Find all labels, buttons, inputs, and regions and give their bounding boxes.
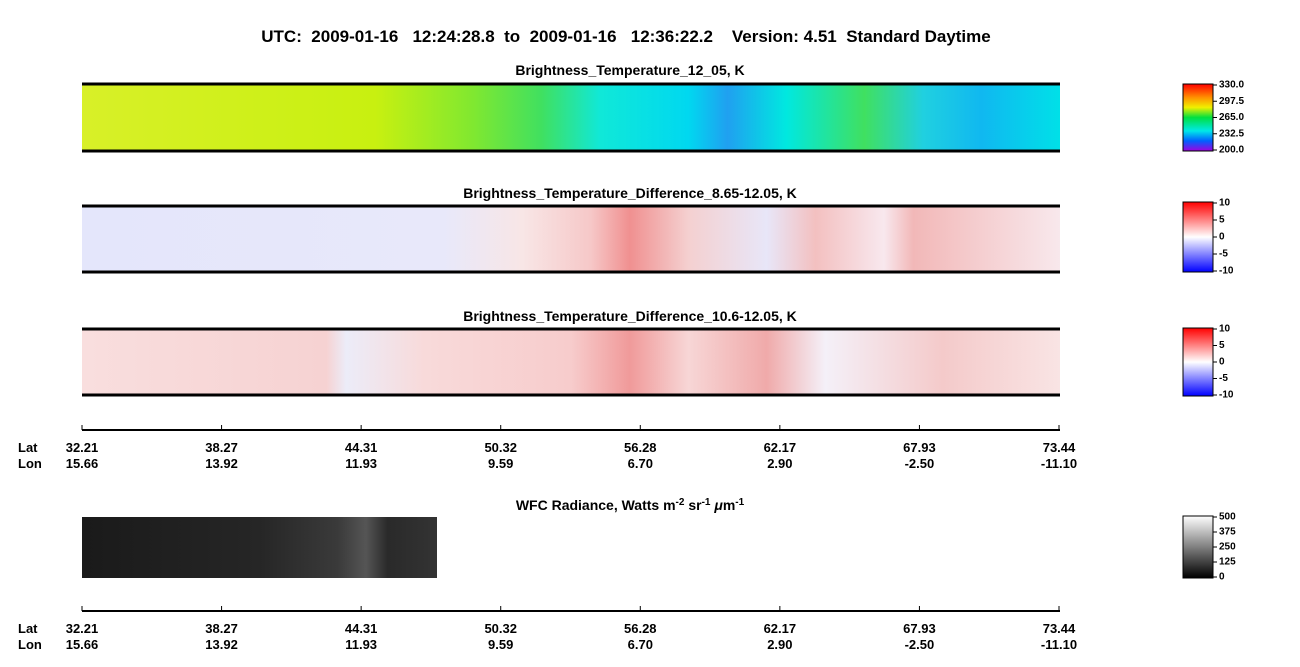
lat-label: 62.17 bbox=[764, 440, 797, 455]
title-part: -2 bbox=[676, 497, 685, 508]
colorbar-label: -10 bbox=[1219, 390, 1234, 401]
lon-label: 2.90 bbox=[767, 456, 792, 471]
title-part: sr bbox=[684, 497, 702, 513]
title-part: -1 bbox=[702, 497, 711, 508]
colorbar-label: 10 bbox=[1219, 198, 1231, 209]
lon-label: 9.59 bbox=[488, 456, 513, 471]
lat-label: 62.17 bbox=[764, 621, 797, 636]
colorbar-label: 5 bbox=[1219, 340, 1225, 351]
colorbar-label: 297.5 bbox=[1219, 96, 1244, 107]
colorbar-label: 265.0 bbox=[1219, 112, 1244, 123]
axis-label: Lon bbox=[18, 456, 42, 471]
lat-label: 38.27 bbox=[205, 440, 238, 455]
bt-image bbox=[82, 84, 1060, 151]
lon-label: 15.66 bbox=[66, 637, 99, 652]
lon-label: -2.50 bbox=[905, 456, 935, 471]
lon-label: 13.92 bbox=[205, 456, 238, 471]
title-part: -1 bbox=[735, 497, 744, 508]
colorbar-label: 330.0 bbox=[1219, 80, 1244, 91]
lon-label: 6.70 bbox=[628, 637, 653, 652]
lat-label: 73.44 bbox=[1043, 621, 1076, 636]
lat-label: 50.32 bbox=[484, 621, 517, 636]
colorbar-label: 0 bbox=[1219, 232, 1225, 243]
colorbar-label: -10 bbox=[1219, 266, 1234, 277]
colorbar bbox=[1182, 201, 1214, 273]
colorbar-label: 200.0 bbox=[1219, 145, 1244, 156]
panel-title: Brightness_Temperature_Difference_10.6-1… bbox=[463, 308, 797, 324]
lon-label: 15.66 bbox=[66, 456, 99, 471]
title-part: WFC Radiance, Watts m bbox=[516, 497, 676, 513]
lon-label: -11.10 bbox=[1041, 637, 1077, 652]
panel-title: Brightness_Temperature_12_05, K bbox=[515, 62, 744, 78]
title-part: m bbox=[723, 497, 735, 513]
colorbar-label: 0 bbox=[1219, 357, 1225, 368]
colorbar-label: 0 bbox=[1219, 572, 1225, 583]
colorbar-label: 10 bbox=[1219, 324, 1231, 335]
colorbar-label: -5 bbox=[1219, 249, 1228, 260]
axis-label: Lon bbox=[18, 637, 42, 652]
lat-label: 38.27 bbox=[205, 621, 238, 636]
wfc-image bbox=[82, 517, 437, 578]
colorbar bbox=[1182, 515, 1214, 579]
lat-label: 67.93 bbox=[903, 440, 936, 455]
colorbar bbox=[1182, 83, 1214, 152]
lat-label: 56.28 bbox=[624, 440, 657, 455]
panel-title: Brightness_Temperature_Difference_8.65-1… bbox=[463, 185, 797, 201]
colorbar-label: 125 bbox=[1219, 557, 1236, 568]
colorbar-label: 375 bbox=[1219, 527, 1236, 538]
btd-image bbox=[82, 329, 1060, 395]
lon-label: 9.59 bbox=[488, 637, 513, 652]
lat-label: 32.21 bbox=[66, 440, 99, 455]
axis-label: Lat bbox=[18, 440, 38, 455]
lat-label: 56.28 bbox=[624, 621, 657, 636]
colorbar bbox=[1182, 327, 1214, 397]
lat-label: 32.21 bbox=[66, 621, 99, 636]
lon-label: 2.90 bbox=[767, 637, 792, 652]
lat-label: 44.31 bbox=[345, 440, 378, 455]
lon-label: -2.50 bbox=[905, 637, 935, 652]
strip-borders bbox=[82, 82, 1060, 397]
colorbar-label: 5 bbox=[1219, 215, 1225, 226]
lat-label: 44.31 bbox=[345, 621, 378, 636]
title-part: μ bbox=[710, 497, 723, 513]
colorbar-label: 250 bbox=[1219, 542, 1236, 553]
lon-label: 13.92 bbox=[205, 637, 238, 652]
lon-label: 6.70 bbox=[628, 456, 653, 471]
lat-label: 50.32 bbox=[484, 440, 517, 455]
colorbar-label: -5 bbox=[1219, 373, 1228, 384]
btd-image bbox=[82, 206, 1060, 272]
colorbar-label: 500 bbox=[1219, 512, 1236, 523]
lat-label: 67.93 bbox=[903, 621, 936, 636]
lon-label: 11.93 bbox=[345, 456, 377, 471]
colorbar-label: 232.5 bbox=[1219, 128, 1244, 139]
lon-label: -11.10 bbox=[1041, 456, 1077, 471]
wfc-title: WFC Radiance, Watts m-2 sr-1 μm-1 bbox=[516, 497, 745, 514]
lon-label: 11.93 bbox=[345, 637, 377, 652]
axis-label: Lat bbox=[18, 621, 38, 636]
lat-label: 73.44 bbox=[1043, 440, 1076, 455]
title: UTC: 2009-01-16 12:24:28.8 to 2009-01-16… bbox=[261, 27, 990, 46]
